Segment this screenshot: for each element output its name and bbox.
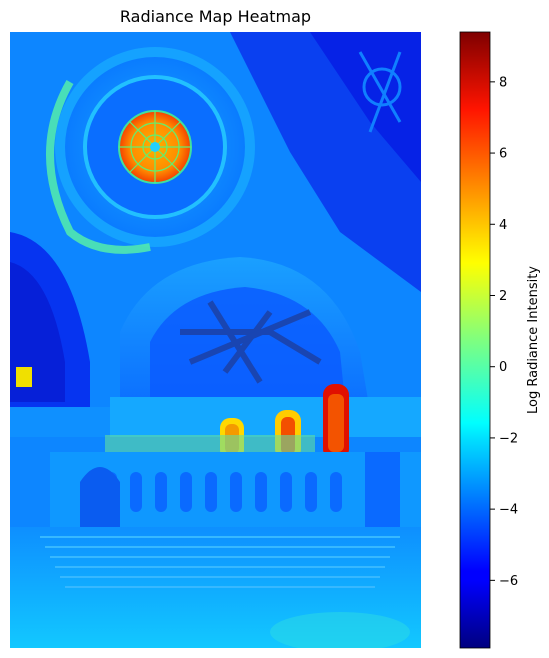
colorbar-tick-label: 6: [499, 147, 507, 162]
colorbar-tick-label: 4: [499, 218, 507, 233]
colorbar-tick-label: −4: [499, 503, 518, 518]
colorbar-ticks: 8 6 4 2 0 −2 −4 −6: [490, 75, 518, 589]
chart-title: Radiance Map Heatmap: [119, 7, 312, 26]
colorbar-tick-label: 2: [499, 289, 507, 304]
colorbar-gradient: [459, 31, 491, 649]
colorbar-tick-label: 8: [499, 75, 507, 90]
colorbar-tick-label: −6: [499, 574, 518, 589]
colorbar-label: Log Radiance Intensity: [526, 266, 541, 414]
radiance-heatmap-image: [10, 32, 421, 648]
colorbar-tick-label: −2: [499, 431, 518, 446]
colorbar-tick-label: 0: [499, 360, 507, 375]
